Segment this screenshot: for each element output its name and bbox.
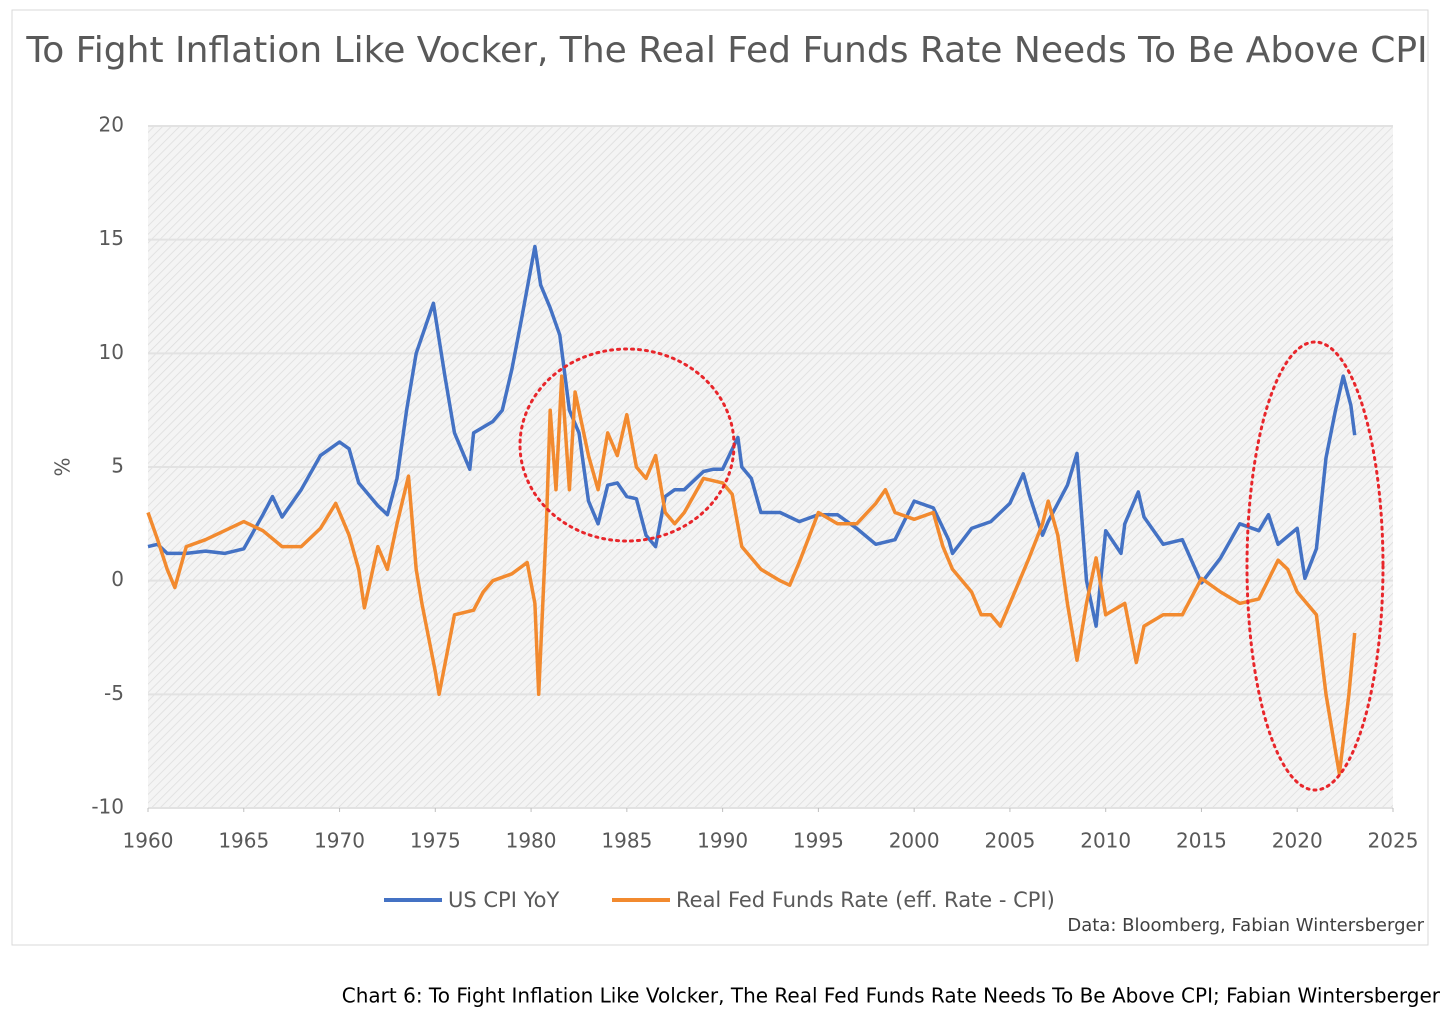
x-tick-label: 1975 [410, 829, 461, 853]
x-tick-label: 2020 [1272, 829, 1323, 853]
y-tick-label: -10 [91, 795, 124, 819]
y-tick-label: 15 [99, 226, 124, 250]
x-tick-label: 1970 [314, 829, 365, 853]
x-tick-label: 2015 [1176, 829, 1227, 853]
source-note: Data: Bloomberg, Fabian Wintersberger [1067, 915, 1424, 936]
x-tick-label: 1980 [506, 829, 557, 853]
y-tick-label: 10 [99, 340, 124, 364]
x-tick-label: 1985 [601, 829, 652, 853]
series-line [146, 374, 1357, 776]
x-tick-label: 1990 [697, 829, 748, 853]
x-tick-label: 1965 [218, 829, 269, 853]
series-line [147, 244, 1357, 628]
y-tick-label: -5 [104, 681, 124, 705]
chart-title: To Fight Inflation Like Vocker, The Real… [25, 30, 1427, 71]
x-tick-label: 1995 [793, 829, 844, 853]
legend-label: US CPI YoY [448, 888, 559, 912]
y-tick-label: 5 [111, 454, 124, 478]
x-tick-label: 1960 [123, 829, 174, 853]
y-axis-label: % [51, 457, 75, 476]
y-tick-label: 0 [111, 567, 124, 591]
x-tick-label: 2010 [1080, 829, 1131, 853]
highlight-ellipse [518, 347, 736, 543]
x-tick-label: 2000 [889, 829, 940, 853]
highlight-ellipse [1245, 340, 1385, 792]
x-tick-label: 2005 [984, 829, 1035, 853]
legend-label: Real Fed Funds Rate (eff. Rate - CPI) [676, 888, 1055, 912]
x-tick-label: 2025 [1368, 829, 1419, 853]
caption: Chart 6: To Fight Inflation Like Volcker… [342, 984, 1441, 1008]
y-tick-label: 20 [99, 113, 124, 137]
